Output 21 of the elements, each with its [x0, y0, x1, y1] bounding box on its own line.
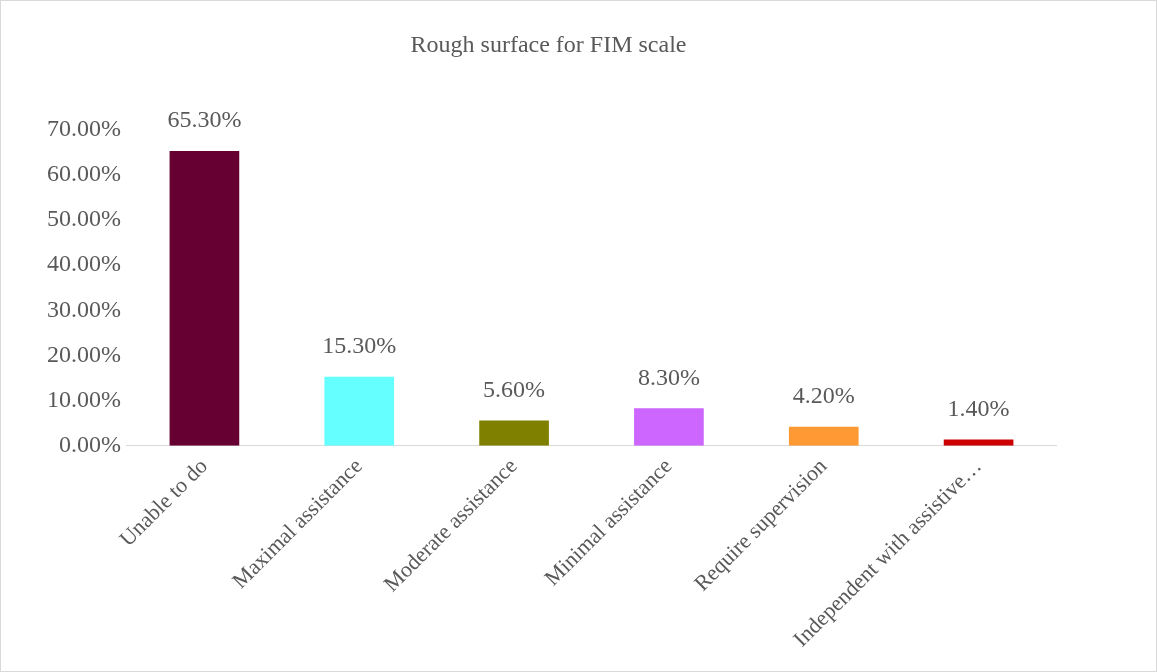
data-label: 5.60% [483, 375, 546, 402]
data-label: 8.30% [637, 363, 700, 390]
bar [169, 151, 240, 446]
bar [788, 426, 859, 446]
y-tick-label: 10.00% [46, 385, 121, 412]
bar [324, 376, 395, 446]
y-tick-label: 20.00% [46, 340, 121, 367]
y-tick-label: 0.00% [58, 431, 121, 458]
data-label: 15.30% [322, 331, 397, 358]
bar [943, 439, 1014, 446]
y-tick-label: 40.00% [46, 250, 121, 277]
y-tick-label: 30.00% [46, 295, 121, 322]
data-label: 4.20% [792, 382, 855, 409]
y-tick-label: 60.00% [46, 160, 121, 187]
y-tick-label: 50.00% [46, 205, 121, 232]
data-label: 1.40% [947, 394, 1010, 421]
y-tick-label: 70.00% [46, 115, 121, 142]
data-label: 65.30% [167, 106, 242, 133]
bar [634, 408, 704, 446]
bar [479, 420, 549, 446]
chart-title: Rough surface for FIM scale [410, 30, 687, 57]
